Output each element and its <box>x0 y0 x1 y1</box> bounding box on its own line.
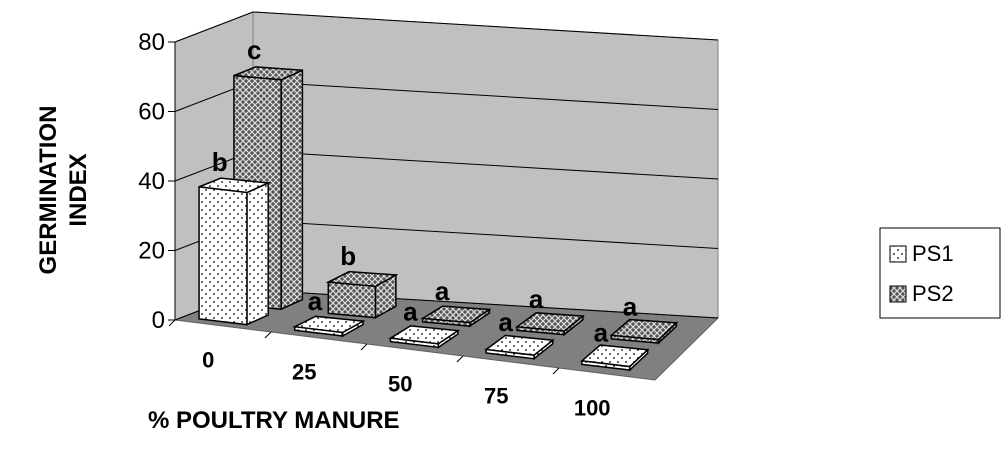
bar-annotation: a <box>623 291 638 321</box>
grid-line <box>174 11 719 43</box>
bar-side <box>246 181 269 326</box>
bar <box>292 315 366 338</box>
bar <box>198 177 272 326</box>
bar-side <box>280 69 304 311</box>
bar <box>388 325 461 349</box>
bar <box>580 344 650 372</box>
legend-label: PS1 <box>912 241 954 266</box>
x-tick <box>264 331 272 339</box>
bar <box>420 305 492 328</box>
x-tick-label: 100 <box>574 395 611 420</box>
y-tick-label: 80 <box>138 29 165 56</box>
bar-front <box>389 337 440 349</box>
x-tick <box>168 319 176 327</box>
bar <box>484 334 555 361</box>
legend-swatch <box>889 245 907 263</box>
bar-front <box>327 281 377 319</box>
y-tick-label: 40 <box>138 168 165 195</box>
bar-front <box>610 334 660 344</box>
bar-front <box>421 317 471 327</box>
bar-front <box>581 360 631 371</box>
legend-swatch <box>889 285 907 303</box>
bar-annotation: b <box>212 147 228 177</box>
bar-front <box>485 348 535 360</box>
bar-annotation: a <box>435 276 450 306</box>
bar-annotation: a <box>594 318 609 348</box>
x-tick-label: 25 <box>292 359 316 384</box>
legend-box <box>879 227 1001 319</box>
bar-annotation: c <box>247 35 261 65</box>
x-axis-title: % POULTRY MANURE <box>148 407 400 434</box>
x-tick <box>552 367 560 375</box>
legend-label: PS2 <box>912 281 954 306</box>
y-axis-title: GERMINATION INDEX <box>35 106 92 275</box>
y-tick-label: 20 <box>138 238 165 265</box>
x-tick-label: 75 <box>484 383 508 408</box>
x-tick-label: 0 <box>202 347 214 372</box>
y-tick-label: 60 <box>138 99 165 126</box>
bar <box>325 270 399 319</box>
bar <box>514 312 585 337</box>
bar-annotation: a <box>403 297 418 327</box>
bar-annotation: a <box>308 286 323 316</box>
bar-annotation: b <box>340 241 356 271</box>
x-tick <box>360 343 368 351</box>
y-tick-label: 0 <box>152 307 165 334</box>
bar <box>609 318 679 345</box>
bar-front <box>516 326 565 336</box>
bar-annotation: a <box>498 307 513 337</box>
x-tick-label: 50 <box>388 371 412 396</box>
bar-front <box>198 186 248 326</box>
bar-annotation: a <box>529 284 544 314</box>
bar-front <box>294 325 344 337</box>
x-tick <box>456 355 464 363</box>
